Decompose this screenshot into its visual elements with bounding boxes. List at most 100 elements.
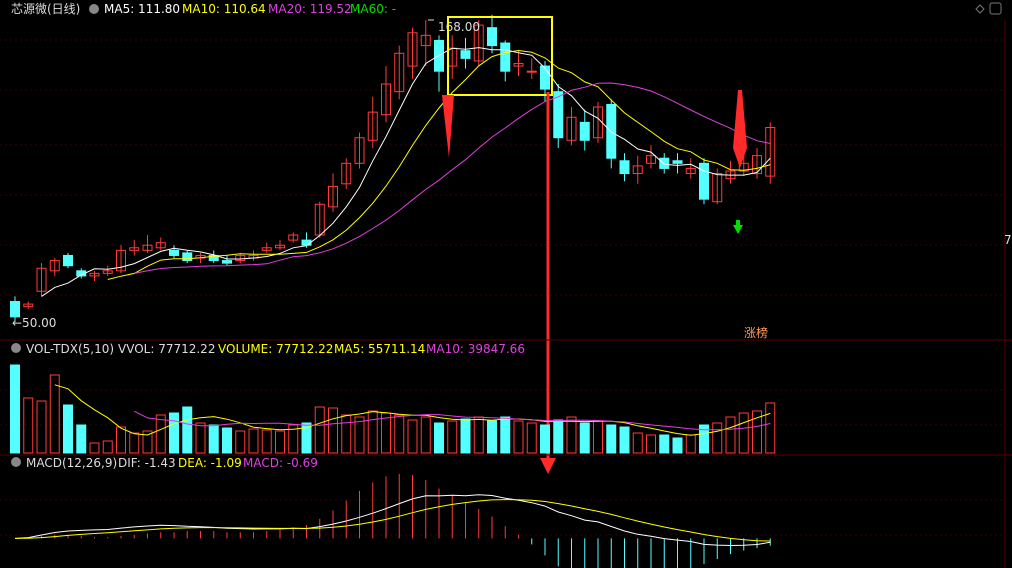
ma5-label: MA5: 111.80 bbox=[104, 2, 180, 16]
down-marker-icon bbox=[733, 220, 743, 234]
volume-bar bbox=[540, 424, 550, 454]
candle-body bbox=[420, 34, 431, 47]
volume-bar bbox=[685, 434, 696, 454]
candle-body bbox=[540, 65, 550, 90]
low-price-label: ←50.00 bbox=[12, 316, 56, 330]
volume-bar bbox=[420, 416, 431, 454]
macd-histogram bbox=[27, 473, 771, 568]
volume-bar bbox=[36, 400, 47, 454]
candle-body bbox=[182, 252, 193, 262]
ma10-label: MA10: 110.64 bbox=[182, 2, 266, 16]
diamond-icon[interactable] bbox=[975, 4, 985, 14]
volume-bar bbox=[473, 416, 484, 454]
candle-body bbox=[10, 301, 20, 318]
candle-body bbox=[89, 272, 100, 277]
macd-title: MACD(12,26,9) bbox=[26, 456, 117, 470]
volume-bar bbox=[699, 424, 709, 454]
volume-label: VOLUME: 77712.22 bbox=[218, 342, 333, 356]
candle-body bbox=[712, 173, 723, 203]
candle-body bbox=[500, 42, 511, 72]
ma10-line bbox=[107, 49, 771, 280]
candle-body bbox=[765, 126, 776, 177]
high-price-label: 168.00 bbox=[438, 20, 480, 34]
macd-label: MACD: -0.69 bbox=[243, 456, 318, 470]
candle-body bbox=[102, 270, 113, 274]
volume-bar bbox=[314, 406, 325, 454]
volume-bar bbox=[725, 416, 736, 454]
volume-bar bbox=[195, 422, 206, 454]
candle-body bbox=[235, 254, 246, 262]
candle-body bbox=[646, 155, 656, 164]
candle-body bbox=[354, 137, 365, 164]
volume-bar bbox=[261, 429, 272, 454]
volume-bar bbox=[646, 434, 656, 454]
volume-bar bbox=[593, 420, 603, 454]
volume-bar bbox=[155, 414, 166, 454]
volume-bar bbox=[169, 412, 179, 454]
dea-label: DEA: -1.09 bbox=[178, 456, 242, 470]
candle-body bbox=[23, 303, 34, 308]
candle-body bbox=[699, 162, 709, 200]
volume-bar bbox=[738, 412, 749, 454]
volume-bar bbox=[632, 432, 643, 454]
right-axis-label: 7 bbox=[1004, 233, 1012, 247]
volume-bar bbox=[182, 406, 193, 454]
macd-settings-icon[interactable] bbox=[11, 457, 21, 467]
moving-average-lines bbox=[41, 47, 771, 297]
volume-bar bbox=[606, 424, 617, 454]
candle-body bbox=[341, 162, 352, 185]
volume-bar bbox=[142, 430, 153, 454]
volume-bar bbox=[116, 426, 126, 454]
candle-body bbox=[659, 157, 670, 169]
volume-bar bbox=[752, 410, 762, 454]
dif-label: DIF: -1.43 bbox=[118, 456, 176, 470]
candle-body bbox=[487, 27, 497, 47]
volume-bar bbox=[288, 424, 299, 454]
candle-body bbox=[288, 234, 299, 241]
ma20-line bbox=[134, 82, 771, 274]
candle-body bbox=[526, 70, 537, 73]
volume-bar bbox=[63, 404, 73, 454]
window-icon[interactable] bbox=[989, 2, 1002, 15]
annotation-arrow-head bbox=[540, 458, 556, 474]
vol-settings-icon[interactable] bbox=[11, 343, 21, 353]
volume-bar bbox=[487, 420, 497, 454]
ma20-label: MA20: 119.52 bbox=[268, 2, 352, 16]
macd-lines bbox=[14, 494, 771, 547]
volume-bar bbox=[553, 419, 564, 454]
candlestick-series bbox=[10, 14, 776, 322]
candle-body bbox=[222, 260, 232, 264]
candle-body bbox=[553, 91, 564, 139]
candle-body bbox=[473, 24, 484, 62]
chart-title: 芯源微(日线) bbox=[11, 2, 80, 16]
candle-body bbox=[261, 247, 272, 251]
volume-bar bbox=[434, 422, 444, 454]
candle-body bbox=[394, 52, 405, 93]
volume-bar bbox=[275, 430, 285, 454]
candle-body bbox=[328, 185, 338, 208]
candle-body bbox=[566, 116, 577, 141]
candle-body bbox=[738, 162, 749, 172]
candle-body bbox=[142, 244, 153, 251]
volume-bar bbox=[381, 412, 391, 454]
volume-bar bbox=[102, 440, 113, 454]
volume-bar bbox=[341, 414, 352, 454]
volume-bar bbox=[407, 419, 418, 454]
candle-body bbox=[49, 260, 60, 272]
settings-icon[interactable] bbox=[89, 4, 99, 14]
candle-body bbox=[63, 254, 73, 267]
volume-bar bbox=[248, 428, 259, 454]
vol-ma5-line bbox=[54, 384, 771, 436]
dea-line bbox=[14, 499, 771, 542]
candle-body bbox=[619, 160, 630, 175]
candle-body bbox=[208, 254, 219, 262]
volume-bar bbox=[447, 420, 458, 454]
volume-bar bbox=[76, 424, 87, 454]
candle-body bbox=[116, 249, 126, 272]
vvol-label: VVOL: 77712.22 bbox=[118, 342, 215, 356]
volume-ma-lines bbox=[54, 384, 771, 436]
volume-bar bbox=[619, 426, 630, 454]
volume-bar bbox=[89, 442, 100, 454]
candle-body bbox=[513, 63, 524, 67]
